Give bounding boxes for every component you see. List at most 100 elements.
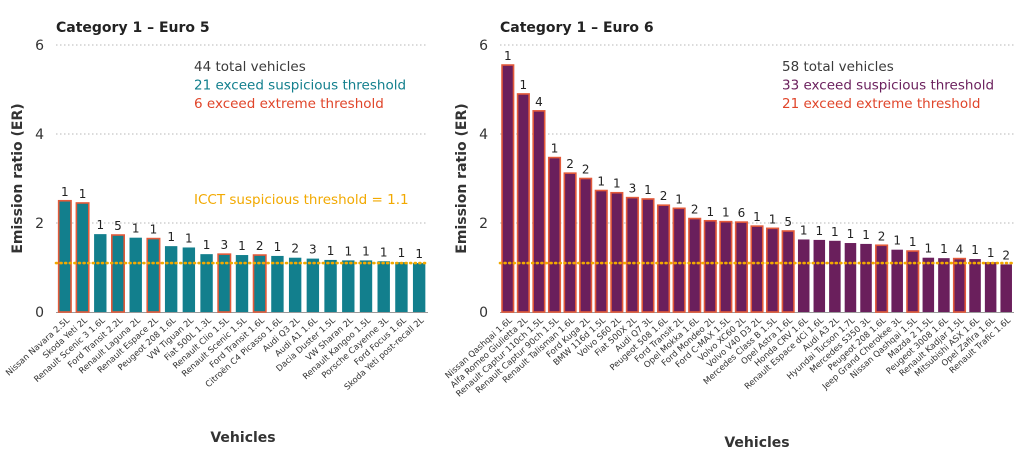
bar-count-label: 1 [150, 223, 158, 237]
y-tick-label: 0 [35, 305, 44, 321]
chart-title: Category 1 – Euro 6 [500, 20, 654, 36]
bar-count-label: 5 [114, 219, 122, 233]
bar-highlighted [734, 221, 748, 313]
bar-highlighted [952, 257, 967, 313]
bar [164, 246, 178, 312]
bar-count-label: 5 [784, 215, 792, 229]
bar-count-label: 2 [291, 242, 299, 256]
y-axis-label: Emission ratio (ER) [454, 103, 470, 253]
bar-count-label: 2 [878, 229, 886, 243]
bar-count-label: 1 [203, 238, 211, 252]
bar-highlighted [516, 93, 530, 313]
bar-count-label: 1 [800, 223, 808, 237]
bar-highlighted [57, 199, 72, 313]
bar-count-label: 1 [362, 244, 370, 258]
bar-count-label: 1 [79, 187, 87, 201]
bar [922, 257, 935, 312]
bar-count-label: 1 [815, 224, 823, 238]
bar-highlighted [766, 227, 780, 313]
bar [412, 263, 426, 312]
annotation-text: 58 total vehicles [782, 59, 894, 75]
bar-count-label: 1 [769, 212, 777, 226]
bar-count-label: 1 [61, 185, 69, 199]
y-axis-label: Emission ratio (ER) [10, 103, 26, 253]
bar [395, 262, 408, 312]
bar-count-label: 1 [415, 247, 423, 261]
bar [1000, 264, 1012, 312]
bar-highlighted [906, 250, 920, 313]
y-tick-label: 6 [35, 38, 44, 54]
bar-count-label: 1 [132, 222, 140, 236]
bar [891, 249, 903, 312]
bar-highlighted [501, 64, 515, 313]
bar-count-label: 1 [380, 245, 388, 259]
chart-panel-2: Category 1 – Euro 6 0 2 4 6 Emission ratio (E… [444, 20, 1016, 451]
bar-count-label: 1 [987, 246, 995, 260]
bar-highlighted [875, 244, 889, 313]
bar-highlighted [146, 237, 161, 313]
annotation-text: 6 exceed extreme threshold [194, 96, 384, 112]
bar-count-label: 1 [753, 210, 761, 224]
bar-count-label: 1 [862, 228, 870, 242]
bar [288, 257, 302, 312]
bar-count-label: 1 [909, 235, 917, 249]
bar-highlighted [656, 204, 671, 313]
bar-count-label: 1 [167, 230, 175, 244]
bar [844, 243, 857, 312]
bar [271, 255, 284, 312]
bar-count-label: 1 [504, 49, 512, 63]
x-axis-label: Vehicles [210, 430, 275, 446]
bar-highlighted [641, 198, 655, 313]
bar-count-label: 1 [238, 239, 246, 253]
bar-count-label: 3 [309, 243, 317, 257]
bar [342, 260, 355, 312]
bar-highlighted [625, 196, 639, 313]
y-tick-label: 2 [35, 216, 44, 232]
chart-panel-1: Category 1 – Euro 5 0 2 4 6 Emission ratio (E… [4, 20, 430, 446]
bar-count-label: 1 [274, 240, 282, 254]
bar-count-label: 1 [344, 244, 352, 258]
bar [813, 239, 826, 312]
bar [324, 259, 337, 312]
y-tick-label: 0 [479, 305, 488, 321]
bar-highlighted [781, 230, 795, 313]
bar [829, 240, 841, 312]
bar-count-label: 1 [706, 205, 714, 219]
bar [306, 258, 320, 312]
chart-title: Category 1 – Euro 5 [56, 20, 210, 36]
annotation-text: 21 exceed suspicious threshold [194, 78, 406, 94]
bar [938, 258, 950, 312]
y-tick-label: 6 [479, 38, 488, 54]
y-tick-label: 2 [479, 216, 488, 232]
bar-count-label: 1 [831, 225, 839, 239]
bar-count-label: 1 [925, 242, 933, 256]
bar-count-label: 1 [940, 242, 948, 256]
bar-count-label: 1 [398, 246, 406, 260]
bar [984, 262, 997, 312]
bar-count-label: 1 [185, 231, 193, 245]
bar-count-label: 2 [1002, 248, 1010, 262]
bar-count-label: 6 [738, 206, 746, 220]
bar-count-label: 2 [582, 163, 590, 177]
bar [182, 247, 196, 312]
y-tick-label: 4 [479, 127, 488, 143]
bar-count-label: 4 [956, 243, 964, 257]
bar-count-label: 1 [893, 234, 901, 248]
bar [969, 259, 981, 312]
bar-count-label: 1 [613, 177, 621, 191]
bar-highlighted [75, 202, 90, 313]
y-tick-label: 4 [35, 127, 44, 143]
bar-count-label: 2 [691, 203, 699, 217]
bar-highlighted [610, 191, 624, 313]
bar-count-label: 1 [847, 227, 855, 241]
bar-highlighted [579, 177, 593, 313]
bar [797, 239, 810, 312]
bar-count-label: 4 [535, 95, 543, 109]
bar-count-label: 3 [220, 238, 228, 252]
bar [200, 254, 213, 312]
bar-highlighted [111, 234, 126, 313]
bar-highlighted [703, 219, 717, 313]
bar [129, 237, 142, 312]
bar-count-label: 1 [520, 78, 528, 92]
